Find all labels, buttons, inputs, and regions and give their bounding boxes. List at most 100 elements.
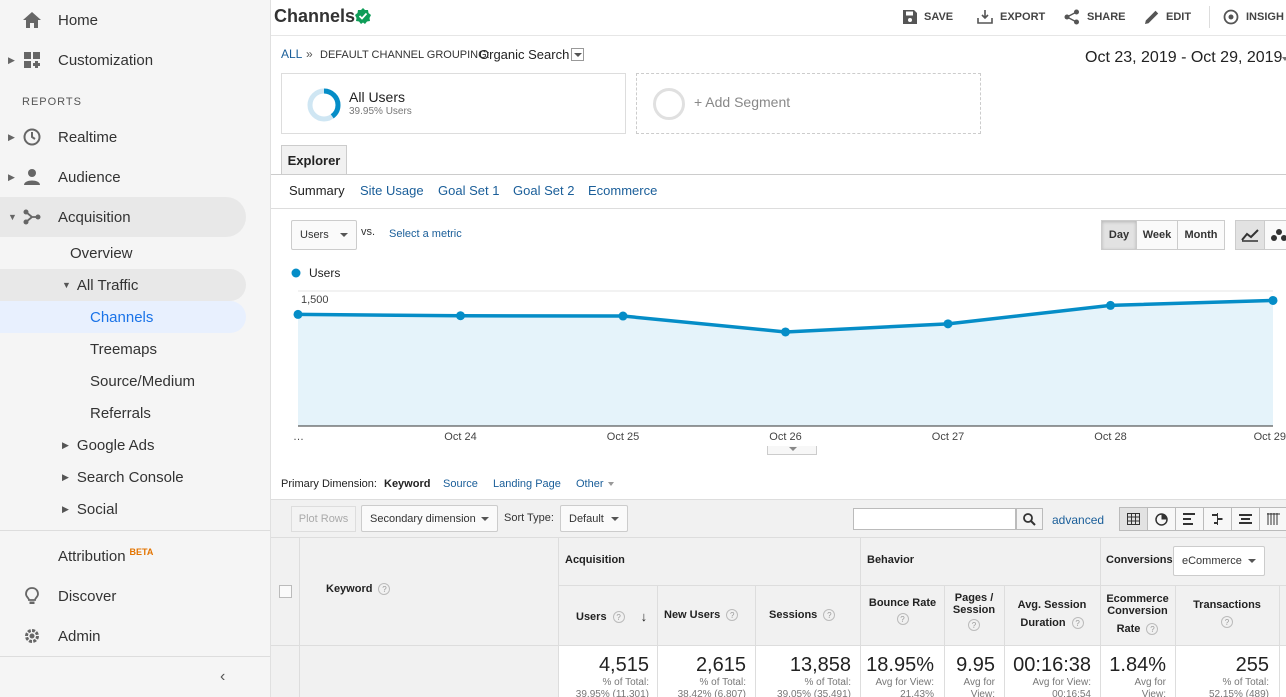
insights-button[interactable]: INSIGH [1223, 8, 1284, 26]
view-pivot-button[interactable] [1259, 507, 1286, 531]
x-tick-label: Oct 27 [932, 431, 964, 443]
chart-collapse-handle[interactable] [767, 446, 817, 455]
sort-type-select[interactable]: Default [560, 505, 628, 532]
collapse-sidebar-icon[interactable]: ‹ [220, 668, 226, 685]
help-icon[interactable]: ? [726, 609, 739, 621]
y-tick-label: 1,500 [301, 294, 329, 306]
breadcrumb-separator: » [306, 47, 313, 61]
nav-all-traffic[interactable]: ▼ All Traffic [62, 276, 139, 294]
nav-overview[interactable]: Overview [70, 244, 133, 262]
table-search-input[interactable] [853, 508, 1016, 530]
interval-month-button[interactable]: Month [1177, 220, 1225, 250]
help-icon[interactable]: ? [612, 610, 625, 623]
select-all-checkbox[interactable] [279, 585, 292, 598]
data-point[interactable] [618, 311, 628, 321]
sessions-column-header[interactable]: Sessions? [769, 609, 836, 621]
interval-day-button[interactable]: Day [1101, 220, 1137, 250]
help-icon[interactable]: ? [896, 613, 909, 625]
ecommerce-conversion-rate-column-header[interactable]: Ecommerce Conversion Rate? [1106, 593, 1169, 635]
nav-treemaps[interactable]: Treemaps [90, 340, 157, 358]
dimension-keyword[interactable]: Keyword [384, 478, 431, 490]
metric-select[interactable]: Users [291, 220, 357, 250]
dimension-other[interactable]: Other [576, 478, 614, 490]
nav-google-ads[interactable]: ▶ Google Ads [62, 436, 155, 454]
view-table-button[interactable] [1119, 507, 1148, 531]
sort-descending-icon[interactable]: ↓ [640, 609, 648, 624]
help-icon[interactable]: ? [1146, 623, 1159, 635]
secondary-dimension-select[interactable]: Secondary dimension [361, 505, 498, 532]
data-point[interactable] [456, 311, 465, 321]
help-icon[interactable]: ? [823, 609, 836, 621]
grid-table-icon [1127, 513, 1140, 525]
bounce-rate-column-header[interactable]: Bounce Rate? [868, 597, 937, 625]
subtab-divider [271, 208, 1286, 209]
dashboard-icon [22, 50, 42, 70]
caret-down-icon: ▼ [8, 212, 17, 222]
grouping-dropdown-button[interactable] [571, 48, 584, 61]
export-button[interactable]: EXPORT [977, 8, 1045, 26]
share-button[interactable]: SHARE [1064, 8, 1126, 26]
help-icon[interactable]: ? [378, 583, 391, 595]
total-new-users: 2,615% of Total: 38.42% (6,807) [677, 654, 746, 697]
term-cloud-icon [1239, 514, 1252, 524]
users-column-header[interactable]: Users? ↓ [576, 609, 648, 624]
add-segment-button[interactable]: + Add Segment [636, 73, 981, 134]
data-point[interactable] [1268, 295, 1278, 305]
save-button[interactable]: SAVE [903, 8, 953, 26]
chevron-down-icon [1248, 559, 1256, 563]
help-icon[interactable]: ? [1221, 616, 1233, 628]
transactions-column-header[interactable]: Transactions? [1193, 599, 1261, 628]
clock-icon [22, 127, 42, 147]
subtab-site-usage[interactable]: Site Usage [360, 183, 424, 198]
motion-chart-button[interactable] [1264, 220, 1286, 250]
caret-right-icon: ▶ [62, 503, 69, 514]
interval-week-button[interactable]: Week [1136, 220, 1178, 250]
keyword-column-header[interactable]: Keyword? [326, 583, 391, 595]
conversions-group-header: Conversions [1106, 554, 1173, 566]
view-comparison-button[interactable] [1203, 507, 1232, 531]
avg-session-duration-column-header[interactable]: Avg. Session Duration? [1017, 599, 1087, 629]
pages-per-session-column-header[interactable]: Pages / Session? [952, 592, 996, 631]
page-title: Channels [274, 6, 356, 26]
nav-channels[interactable]: Channels [90, 308, 154, 326]
plot-rows-button[interactable]: Plot Rows [291, 506, 356, 532]
data-point[interactable] [293, 309, 303, 319]
nav-search-console[interactable]: ▶ Search Console [62, 468, 184, 486]
data-point[interactable] [781, 327, 790, 337]
breadcrumb-all[interactable]: ALL [281, 47, 303, 61]
subtab-goal-set-1[interactable]: Goal Set 1 [438, 183, 500, 198]
view-term-cloud-button[interactable] [1231, 507, 1260, 531]
add-segment-label: + Add Segment [694, 94, 791, 110]
table-header-bg-left [271, 537, 558, 645]
select-metric-link[interactable]: Select a metric [389, 228, 462, 240]
date-range-picker[interactable]: Oct 23, 2019 - Oct 29, 2019 [1085, 49, 1283, 66]
date-range-chevron-icon[interactable] [1282, 57, 1286, 61]
segment-title: All Users [349, 89, 406, 105]
advanced-filter-link[interactable]: advanced [1052, 513, 1105, 527]
dimension-source[interactable]: Source [443, 478, 478, 490]
data-point[interactable] [943, 319, 953, 329]
tab-explorer[interactable]: Explorer [281, 145, 347, 175]
nav-social[interactable]: ▶ Social [62, 500, 118, 518]
help-icon[interactable]: ? [1071, 617, 1084, 629]
conversions-type-select[interactable]: eCommerce [1173, 546, 1265, 576]
subtab-goal-set-2[interactable]: Goal Set 2 [513, 183, 575, 198]
dimension-landing-page[interactable]: Landing Page [493, 478, 561, 490]
nav-source-medium[interactable]: Source/Medium [90, 372, 196, 390]
segment-all-users[interactable]: All Users 39.95% Users [281, 73, 626, 134]
new-users-column-header[interactable]: New Users? [664, 609, 739, 621]
vs-label: vs. [361, 226, 376, 238]
subtab-summary[interactable]: Summary [289, 183, 345, 198]
table-search-button[interactable] [1016, 508, 1043, 530]
help-icon[interactable]: ? [968, 619, 980, 631]
view-pie-button[interactable] [1147, 507, 1176, 531]
nav-referrals[interactable]: Referrals [90, 404, 151, 422]
subtab-ecommerce[interactable]: Ecommerce [588, 183, 658, 198]
bar-list-icon [1183, 513, 1195, 525]
edit-button[interactable]: EDIT [1145, 8, 1191, 26]
data-point[interactable] [1106, 300, 1115, 310]
home-icon [22, 10, 42, 30]
view-performance-button[interactable] [1175, 507, 1204, 531]
line-chart-button[interactable] [1235, 220, 1265, 250]
chevron-down-icon [340, 233, 348, 237]
